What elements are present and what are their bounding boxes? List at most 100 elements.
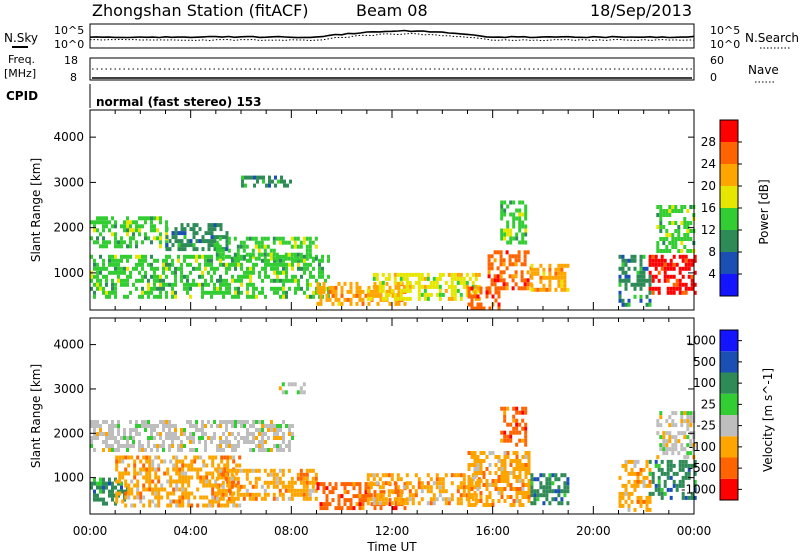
power-cell — [621, 266, 625, 271]
velocity-cell — [662, 439, 666, 444]
velocity-cell — [133, 463, 137, 468]
power-cell — [432, 284, 436, 289]
power-cell — [476, 306, 480, 311]
velocity-cell — [384, 497, 388, 502]
velocity-cell — [426, 501, 430, 506]
velocity-cell — [479, 463, 483, 467]
velocity-cell — [231, 420, 234, 424]
power-cell — [563, 275, 567, 280]
power-cell — [204, 231, 208, 236]
velocity-cell — [690, 491, 694, 496]
power-cell — [521, 236, 525, 241]
velocity-colorbar-tick-label: -100 — [689, 440, 716, 454]
velocity-cell — [648, 491, 652, 496]
velocity-cell — [358, 482, 362, 487]
velocity-cell — [503, 459, 507, 463]
velocity-cell — [90, 420, 93, 424]
velocity-cell — [311, 480, 315, 485]
velocity-cell — [151, 487, 155, 492]
power-cell — [246, 270, 249, 275]
velocity-cell — [408, 481, 412, 486]
velocity-cell — [328, 482, 332, 487]
velocity-cell — [355, 502, 359, 507]
velocity-cell — [102, 481, 105, 486]
velocity-cell — [216, 444, 219, 448]
power-cell — [290, 252, 294, 257]
power-cell — [656, 245, 660, 249]
velocity-cell — [450, 473, 454, 478]
velocity-cell — [120, 444, 123, 448]
power-cell — [231, 262, 234, 267]
velocity-cell — [509, 438, 513, 443]
velocity-cell — [254, 496, 258, 501]
power-cell — [666, 266, 670, 271]
velocity-cell — [118, 475, 122, 480]
power-cell — [186, 262, 189, 267]
power-cell — [117, 240, 120, 245]
power-cell — [285, 266, 288, 271]
power-cell — [216, 266, 219, 271]
power-cell — [319, 289, 323, 294]
velocity-cell — [218, 488, 222, 493]
velocity-cell — [521, 491, 525, 495]
velocity-cell — [322, 482, 326, 487]
velocity-cell — [512, 471, 516, 475]
power-cell — [150, 228, 153, 233]
velocity-cell — [211, 455, 215, 460]
power-cell — [186, 290, 189, 295]
velocity-cell — [221, 472, 225, 477]
velocity-cell — [689, 443, 693, 448]
velocity-cell — [224, 492, 228, 497]
velocity-cell — [518, 430, 522, 435]
velocity-cell — [129, 444, 132, 448]
power-cell — [294, 290, 297, 295]
power-cell — [174, 227, 178, 232]
velocity-cell — [171, 424, 174, 428]
power-cell — [195, 223, 199, 228]
power-cell — [337, 281, 341, 286]
velocity-cell — [278, 468, 282, 473]
velocity-cell — [524, 406, 528, 411]
power-cell — [485, 294, 489, 299]
power-cell — [159, 274, 162, 279]
power-cell — [102, 236, 105, 241]
power-cell — [297, 258, 300, 263]
power-cell — [470, 302, 474, 307]
velocity-cell — [687, 471, 691, 476]
power-cell — [150, 266, 153, 271]
velocity-cell — [159, 432, 162, 436]
velocity-cell — [180, 440, 183, 444]
power-cell — [252, 254, 255, 259]
velocity-cell — [175, 459, 179, 464]
power-cell — [551, 275, 555, 280]
power-cell — [624, 282, 628, 287]
power-cell — [393, 280, 397, 285]
power-cell — [423, 288, 427, 293]
power-cell — [642, 254, 646, 259]
power-cell — [548, 271, 552, 276]
power-cell — [222, 262, 225, 267]
power-cell — [96, 262, 99, 267]
velocity-cell — [211, 463, 215, 468]
velocity-cell — [674, 435, 678, 440]
power-cell — [471, 288, 475, 293]
power-cell — [126, 294, 129, 299]
power-cell — [470, 306, 474, 311]
power-cell — [390, 288, 394, 293]
velocity-cell — [171, 444, 174, 448]
power-cell — [105, 290, 108, 295]
velocity-cell — [118, 491, 122, 496]
power-cell — [636, 282, 640, 287]
power-cell — [687, 262, 691, 267]
velocity-cell — [207, 420, 210, 424]
power-cell — [156, 286, 159, 291]
velocity-cell — [645, 475, 649, 480]
velocity-cell — [148, 479, 152, 484]
velocity-cell — [246, 436, 249, 440]
power-cell — [102, 274, 105, 279]
power-cell — [210, 290, 213, 295]
velocity-cell — [681, 459, 685, 464]
velocity-cell — [228, 440, 231, 444]
velocity-cell — [282, 440, 285, 444]
velocity-cell — [636, 495, 640, 500]
